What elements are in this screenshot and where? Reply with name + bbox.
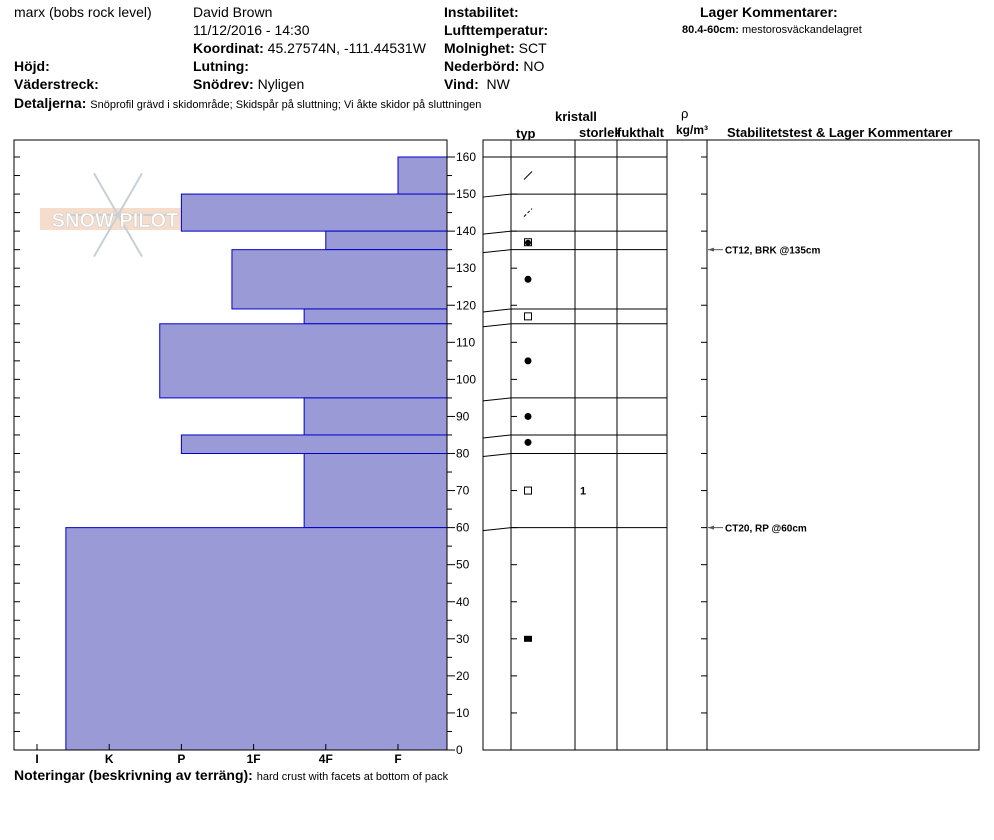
hardness-bar — [303, 397, 448, 436]
y-tick-label: 150 — [456, 187, 476, 201]
detaljer: Detaljerna: Snöprofil grävd i skidområde… — [14, 95, 482, 111]
y-tick-label: 100 — [456, 372, 476, 386]
hardness-bar — [325, 230, 448, 251]
stability-test: CT20, RP @60cm — [725, 524, 807, 535]
x-tick-label: 4F — [319, 752, 333, 766]
datetime: 11/12/2016 - 14:30 — [193, 22, 310, 38]
layer-connector — [482, 434, 512, 439]
layer-table — [482, 139, 980, 751]
lutning-label: Lutning: — [193, 58, 249, 74]
col-storlek: storlek — [579, 125, 619, 140]
col-fukthalt: fukthalt — [617, 125, 664, 140]
y-tick-label: 130 — [456, 261, 476, 275]
hardness-bar — [180, 193, 448, 232]
grain-faceted-icon — [524, 486, 532, 495]
arrow-head-icon — [708, 247, 714, 252]
grain-mixed-icon-dot — [525, 239, 531, 246]
logo-text: SNOW PILOT — [52, 210, 179, 232]
grain-size: 1 — [580, 486, 586, 498]
hardness-bar — [180, 434, 448, 454]
grain-rounded-icon — [524, 438, 532, 446]
vaderstreck-label: Väderstreck: — [14, 76, 99, 92]
hardness-bar — [65, 527, 448, 751]
grain-decomposing-icon — [523, 171, 533, 180]
lager-comment: 80.4-60cm: mestorosväckandelagret — [682, 24, 862, 36]
grain-crust-icon — [524, 635, 532, 642]
col-kristall: kristall — [555, 109, 597, 124]
x-tick-label: F — [394, 752, 401, 766]
y-tick-label: 10 — [456, 706, 470, 720]
y-tick-label: 40 — [456, 595, 470, 609]
grain-rounded-icon — [524, 357, 532, 365]
layer-connector — [482, 230, 512, 235]
snowflake-arm — [93, 214, 119, 258]
y-tick-label: 20 — [456, 669, 470, 683]
coord-value: 45.27574N, -111.44531W — [267, 40, 426, 56]
y-tick-label: 160 — [456, 150, 476, 164]
hardness-bar — [231, 249, 448, 310]
col-stab: Stabilitetstest & Lager Kommentarer — [727, 125, 953, 140]
hardness-bar — [303, 453, 448, 529]
footer: Noteringar (beskrivning av terräng): har… — [14, 767, 449, 783]
hojd-label: Höjd: — [14, 58, 50, 74]
layer-connector — [482, 527, 512, 532]
snowflake-arm — [117, 214, 143, 258]
col-density-unit: kg/m³ — [676, 123, 709, 137]
layer-connector — [482, 397, 512, 402]
y-tick-label: 0 — [456, 743, 463, 757]
hardness-frame — [13, 139, 448, 751]
location: marx (bobs rock level) — [14, 4, 152, 20]
hardness-bar — [303, 308, 448, 325]
nederbord: Nederbörd: NO — [444, 58, 545, 74]
snowflake-arm — [93, 172, 119, 216]
y-tick-label: 30 — [456, 632, 470, 646]
lufttemp-label: Lufttemperatur: — [444, 22, 549, 38]
grain-rounded-icon — [524, 412, 532, 420]
x-tick-label: I — [35, 752, 38, 766]
hardness-bar — [159, 323, 448, 399]
y-tick-label: 110 — [456, 335, 475, 349]
coord-label: Koordinat: — [193, 40, 264, 56]
grain-faceted-icon — [524, 312, 532, 321]
col-rho: ρ — [681, 106, 689, 121]
y-tick-label: 60 — [456, 521, 470, 535]
x-tick-label: P — [177, 752, 185, 766]
molnighet: Molnighet: SCT — [444, 40, 547, 56]
layer-connector — [482, 193, 512, 198]
coordinates: Koordinat: 45.27574N, -111.44531W — [193, 40, 426, 56]
lager-title: Lager Kommentarer: — [700, 4, 838, 20]
stability-test: CT12, BRK @135cm — [725, 246, 820, 257]
x-tick-label: K — [105, 752, 114, 766]
snow-pilot-logo: SNOW PILOT — [40, 172, 190, 258]
layer-connector — [482, 323, 512, 328]
y-tick-label: 90 — [456, 409, 470, 423]
y-tick-label: 140 — [456, 224, 476, 238]
layer-connector — [482, 453, 512, 457]
vind: Vind: NW — [444, 76, 510, 92]
y-tick-label: 120 — [456, 298, 476, 312]
grain-rounded-icon — [524, 275, 532, 283]
hardness-bar — [397, 156, 448, 195]
observer: David Brown — [193, 4, 273, 20]
y-tick-label: 80 — [456, 447, 470, 461]
snowflake-arm — [117, 172, 143, 216]
snodrev: Snödrev: Nyligen — [193, 76, 305, 92]
instabilitet-label: Instabilitet: — [444, 4, 519, 20]
x-tick-label: 1F — [247, 752, 261, 766]
layer-connector — [482, 308, 512, 313]
grain-decomposing-faceted-icon — [523, 208, 533, 217]
col-typ: typ — [516, 126, 536, 141]
y-tick-label: 70 — [456, 484, 470, 498]
layer-connector — [482, 249, 512, 254]
y-tick-label: 50 — [456, 558, 470, 572]
arrow-head-icon — [708, 525, 714, 530]
